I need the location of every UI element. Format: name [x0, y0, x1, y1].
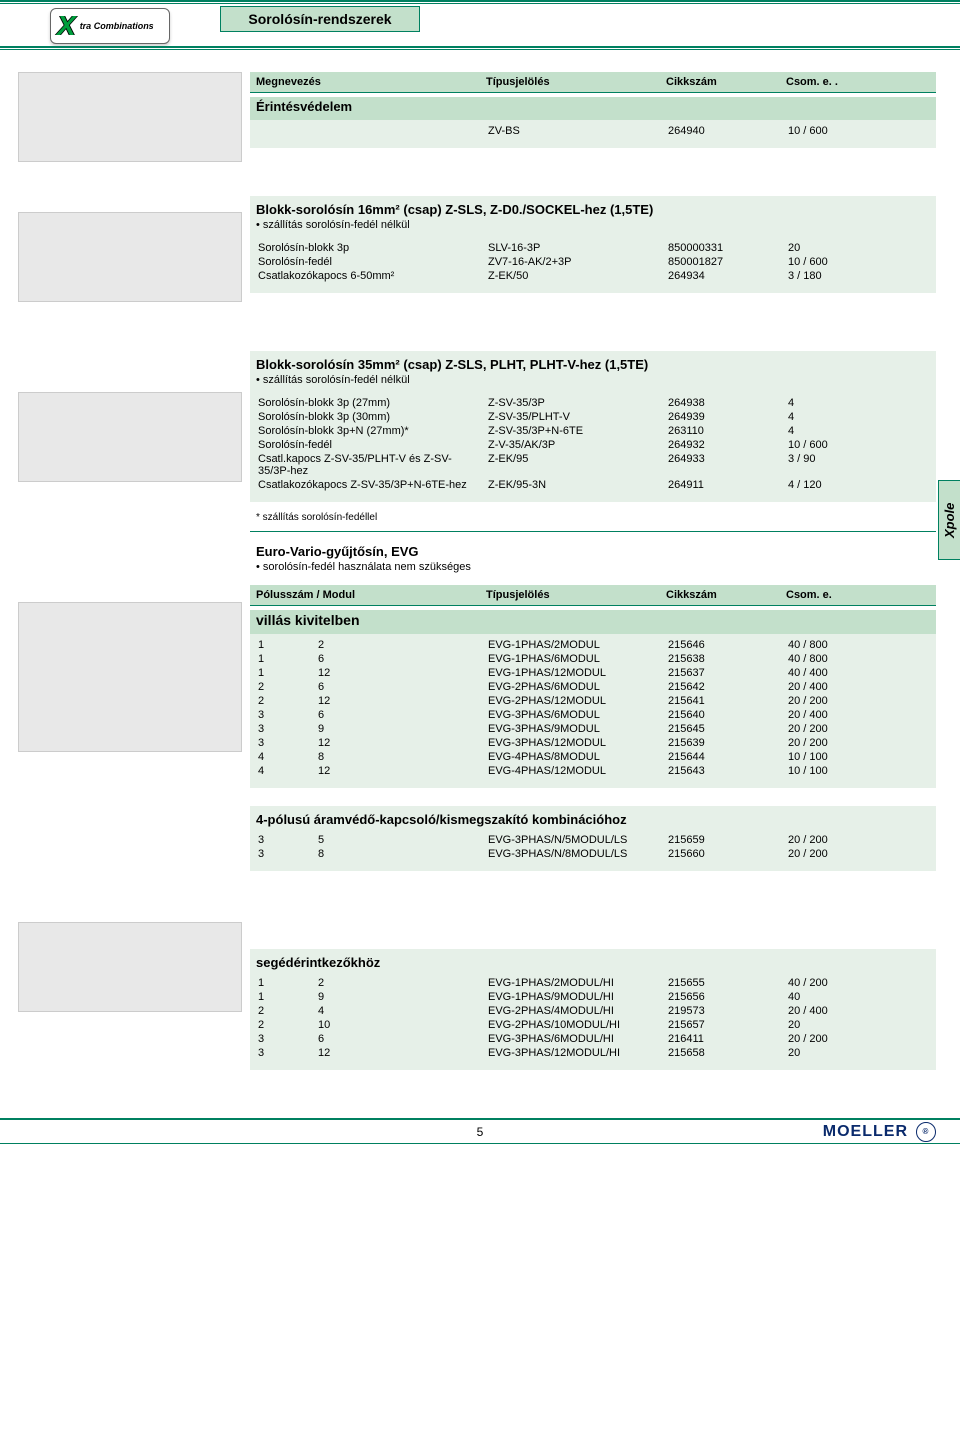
table-row: Csatlakozókapocs 6-50mm²Z-EK/502649343 /… [256, 269, 930, 283]
logo-x-icon: X [57, 12, 76, 40]
product-image-3 [18, 392, 242, 482]
table-row: 210EVG-2PHAS/10MODUL/HI21565720 [256, 1018, 930, 1032]
table-row: Sorolósín-blokk 3pSLV-16-3P85000033120 [256, 241, 930, 255]
table-row: 12EVG-1PHAS/2MODUL21564640 / 800 [256, 638, 930, 652]
table-row: Csatlakozókapocs Z-SV-35/3P+N-6TE-hezZ-E… [256, 478, 930, 492]
column-headers-2: Pólusszám / Modul Típusjelölés Cikkszám … [250, 585, 936, 606]
xpole-tab-label: Xpole [939, 481, 960, 559]
brand-text: MOELLER [823, 1123, 908, 1141]
villas-table: 12EVG-1PHAS/2MODUL21564640 / 80016EVG-1P… [256, 638, 930, 778]
g1-table: Sorolósín-blokk 3pSLV-16-3P85000033120So… [256, 241, 930, 283]
table-row: 24EVG-2PHAS/4MODUL/HI21957320 / 400 [256, 1004, 930, 1018]
g2-note: szállítás sorolósín-fedél nélkül [250, 374, 936, 392]
logo-text: tra Combinations [80, 21, 154, 31]
villas-title: villás kivitelben [250, 610, 936, 634]
left-image-column [0, 62, 250, 1088]
table-row: 38EVG-3PHAS/N/8MODUL/LS21566020 / 200 [256, 847, 930, 861]
table-row: 35EVG-3PHAS/N/5MODUL/LS21565920 / 200 [256, 833, 930, 847]
brand-circle-icon: ® [916, 1122, 936, 1142]
g1-block: Sorolósín-blokk 3pSLV-16-3P85000033120So… [250, 237, 936, 293]
col-heading-pack: Csom. e. . [786, 76, 930, 88]
xpole-tab: Xpole [938, 480, 960, 560]
logo-badge: X tra Combinations [50, 8, 170, 44]
table-row: Sorolósín-blokk 3p (30mm)Z-SV-35/PLHT-V2… [256, 410, 930, 424]
table-row: 112EVG-1PHAS/12MODUL21563740 / 400 [256, 666, 930, 680]
table-row: 36EVG-3PHAS/6MODUL/HI21641120 / 200 [256, 1032, 930, 1046]
footer: 5 MOELLER ® [0, 1118, 960, 1144]
table-row: 16EVG-1PHAS/6MODUL21563840 / 800 [256, 652, 930, 666]
g0-block: ZV-BS 264940 10 / 600 [250, 120, 936, 148]
table-row: 39EVG-3PHAS/9MODUL21564520 / 200 [256, 722, 930, 736]
table-row: 36EVG-3PHAS/6MODUL21564020 / 400 [256, 708, 930, 722]
table-row: 48EVG-4PHAS/8MODUL21564410 / 100 [256, 750, 930, 764]
g3-note: sorolósín-fedél használata nem szükséges [250, 561, 936, 579]
product-image-1 [18, 72, 242, 162]
table-row: 12EVG-1PHAS/2MODUL/HI21565540 / 200 [256, 976, 930, 990]
col-heading-name: Megnevezés [256, 76, 486, 88]
fourpole-block: 35EVG-3PHAS/N/5MODUL/LS21565920 / 20038E… [250, 829, 936, 871]
fourpole-title: 4-pólusú áramvédő-kapcsoló/kismegszakító… [250, 806, 936, 829]
g1-title: Blokk-sorolósín 16mm² (csap) Z-SLS, Z-D0… [250, 196, 936, 219]
product-image-2 [18, 212, 242, 302]
brand-logo: MOELLER ® [823, 1122, 936, 1142]
table-row: 19EVG-1PHAS/9MODUL/HI21565640 [256, 990, 930, 1004]
col-heading-article: Cikkszám [666, 76, 786, 88]
g2-block: Sorolósín-blokk 3p (27mm)Z-SV-35/3P26493… [250, 392, 936, 502]
table-row: 312EVG-3PHAS/12MODUL21563920 / 200 [256, 736, 930, 750]
table-row: Sorolósín-fedélZ-V-35/AK/3P26493210 / 60… [256, 438, 930, 452]
g2-table: Sorolósín-blokk 3p (27mm)Z-SV-35/3P26493… [256, 396, 930, 492]
g2-star-note: * szállítás sorolósín-fedéllel [250, 506, 936, 525]
table-row: Sorolósín-fedélZV7-16-AK/2+3P85000182710… [256, 255, 930, 269]
g1-note: szállítás sorolósín-fedél nélkül [250, 219, 936, 237]
table-row: 212EVG-2PHAS/12MODUL21564120 / 200 [256, 694, 930, 708]
table-row: 26EVG-2PHAS/6MODUL21564220 / 400 [256, 680, 930, 694]
col2-heading-pack: Csom. e. [786, 589, 930, 601]
g2-title: Blokk-sorolósín 35mm² (csap) Z-SLS, PLHT… [250, 351, 936, 374]
col2-heading-type: Típusjelölés [486, 589, 666, 601]
g3-title: Euro-Vario-gyűjtősín, EVG [250, 538, 936, 561]
fourpole-table: 35EVG-3PHAS/N/5MODUL/LS21565920 / 20038E… [256, 833, 930, 861]
table-row: ZV-BS 264940 10 / 600 [256, 124, 930, 138]
col2-heading-pole: Pólusszám / Modul [256, 589, 486, 601]
g0-table: ZV-BS 264940 10 / 600 [256, 124, 930, 138]
product-image-4 [18, 602, 242, 752]
table-row: Sorolósín-blokk 3p+N (27mm)*Z-SV-35/3P+N… [256, 424, 930, 438]
table-row: 312EVG-3PHAS/12MODUL/HI21565820 [256, 1046, 930, 1060]
table-row: 412EVG-4PHAS/12MODUL21564310 / 100 [256, 764, 930, 778]
column-headers: Megnevezés Típusjelölés Cikkszám Csom. e… [250, 72, 936, 93]
table-row: Sorolósín-blokk 3p (27mm)Z-SV-35/3P26493… [256, 396, 930, 410]
col-heading-type: Típusjelölés [486, 76, 666, 88]
chapter-title: Sorolósín-rendszerek [220, 6, 420, 32]
villas-block: 12EVG-1PHAS/2MODUL21564640 / 80016EVG-1P… [250, 634, 936, 788]
g0-title: Érintésvédelem [250, 97, 936, 120]
col2-heading-article: Cikkszám [666, 589, 786, 601]
aux-title: segédérintkezőkhöz [250, 949, 936, 972]
page-number: 5 [0, 1125, 960, 1139]
aux-table: 12EVG-1PHAS/2MODUL/HI21565540 / 20019EVG… [256, 976, 930, 1060]
aux-block: 12EVG-1PHAS/2MODUL/HI21565540 / 20019EVG… [250, 972, 936, 1070]
product-image-5 [18, 922, 242, 1012]
table-row: Csatl.kapocs Z-SV-35/PLHT-V és Z-SV-35/3… [256, 452, 930, 478]
